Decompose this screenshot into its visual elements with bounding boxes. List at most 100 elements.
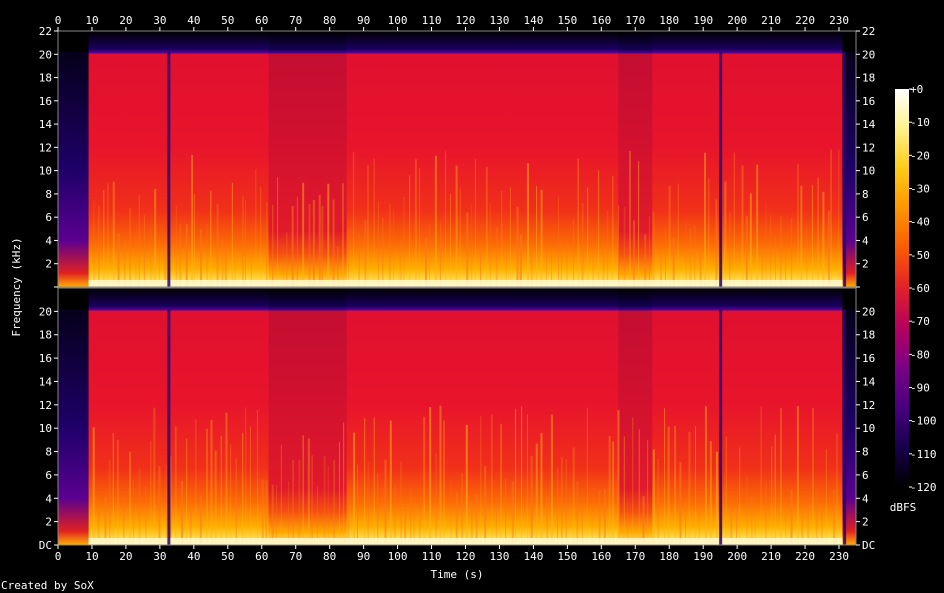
transient-streak [797,164,799,287]
y-tick-label: 12 [39,141,52,154]
transient-streak [598,490,601,545]
transient-streak [415,159,417,287]
transient-streak [471,204,473,287]
transient-streak [435,453,437,545]
x-tick-label: 230 [829,550,849,563]
transient-streak [347,495,350,545]
transient-streak [445,151,447,287]
x-tick-label: 150 [557,14,577,27]
colorbar-tick-label: +0 [910,83,923,96]
transient-streak [277,177,279,287]
x-tick-label: 210 [761,14,781,27]
x-tick-label: 160 [591,14,611,27]
transient-streak [672,238,675,287]
transient-streak [632,417,634,545]
transient-streak [521,406,523,545]
transient-streak [779,216,782,287]
transient-streak [607,210,609,287]
transient-streak [500,423,503,545]
transient-streak [785,503,787,545]
x-tick-label: 60 [255,14,268,27]
x-tick-label: 160 [591,550,611,563]
transient-streak [443,420,445,545]
transient-streak [353,151,355,287]
x-tick-label: 80 [323,550,336,563]
y-tick-label: DC [862,539,875,552]
transient-streak [558,196,560,287]
transient-streak [550,414,553,545]
transient-streak [730,502,733,545]
transient-streak [551,246,553,287]
transient-streak [644,234,647,287]
transient-streak [384,459,387,545]
x-tick-label: 120 [456,550,476,563]
transient-streak [491,414,493,545]
transient-streak [592,240,594,287]
transient-streak [770,214,772,287]
transient-streak [98,205,100,287]
low-frequency-floor [88,280,843,287]
transient-streak [169,456,172,545]
transient-streak [725,436,727,545]
transient-streak [749,193,752,287]
transient-streak [193,194,195,287]
x-tick-label: 130 [490,550,510,563]
transient-streak [353,432,356,545]
transient-streak [560,457,563,545]
transient-streak [261,479,264,545]
transient-streak [318,195,321,287]
transient-streak [791,217,793,287]
transient-streak [485,166,488,287]
transient-streak [241,195,244,287]
transient-streak [515,408,517,545]
y-tick-label: DC [39,539,52,552]
transient-streak [117,439,119,545]
quiet-dip [167,309,171,545]
transient-streak [175,426,177,545]
colorbar-tick-label: -90 [910,382,930,395]
transient-streak [591,497,593,545]
transient-streak [480,246,482,287]
transient-streak [92,427,95,545]
transient-streak [179,224,182,287]
y-tick-label: 10 [862,165,875,178]
transient-streak [225,412,228,545]
transient-streak [373,158,375,287]
transient-streak [612,441,615,545]
transient-streak [689,228,692,287]
transient-streak [429,223,431,287]
y-tick-label: 18 [862,329,875,342]
x-tick-label: 20 [119,14,132,27]
y-tick-label: 14 [862,375,876,388]
x-tick-label: 120 [456,14,476,27]
y-tick-label: 4 [862,234,869,247]
transient-streak [790,489,793,545]
y-tick-label: 12 [862,399,875,412]
colorbar-tick-label: -110 [910,448,937,461]
transient-streak [733,152,735,287]
transient-streak [195,419,197,545]
transient-streak [495,493,497,545]
transient-streak [112,432,114,545]
x-tick-label: 190 [693,550,713,563]
quiet-section [268,31,347,287]
transient-streak [206,428,209,545]
colorbar-tick-label: -30 [910,183,930,196]
transient-streak [608,435,611,545]
transient-streak [307,438,310,545]
transient-streak [652,212,655,287]
transient-streak [647,440,649,545]
y-tick-label: 20 [862,48,875,61]
x-tick-label: 90 [357,14,370,27]
transient-streak [612,176,614,287]
y-tick-label: 16 [862,95,875,108]
channel-2-spectrogram [57,287,857,546]
transient-streak [535,443,538,545]
y-tick-label: 20 [39,48,52,61]
transient-streak [516,206,519,287]
transient-streak [343,422,345,545]
transient-streak [308,204,311,287]
y-tick-label: 16 [39,95,52,108]
x-tick-label: 100 [388,550,408,563]
transient-streak [367,165,369,287]
